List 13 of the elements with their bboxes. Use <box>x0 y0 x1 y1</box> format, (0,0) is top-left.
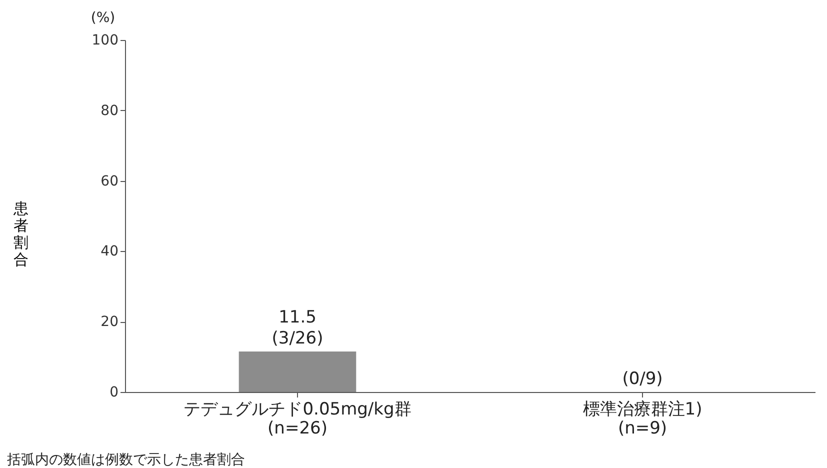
data-label: (0/9) <box>622 369 663 389</box>
y-axis-title: 患者割合 <box>12 200 28 268</box>
text: 括弧内の数値は例数で示した患者割合 <box>7 452 245 468</box>
x-tick-label: テデュグルチド0.05mg/kg群 (n=26) <box>184 400 412 438</box>
y-tick-label: 20 <box>100 314 118 330</box>
text: (%) <box>90 10 116 26</box>
y-tick-label: 60 <box>100 173 118 190</box>
y-tick-label: 40 <box>100 244 118 260</box>
data-label: 11.5 (3/26) <box>272 308 324 349</box>
x-tick-label: 標準治療群注1) (n=9) <box>582 400 702 438</box>
y-tick-label: 100 <box>92 32 118 48</box>
y-tick-label: 80 <box>100 102 118 119</box>
y-tick-label: 0 <box>110 384 118 400</box>
